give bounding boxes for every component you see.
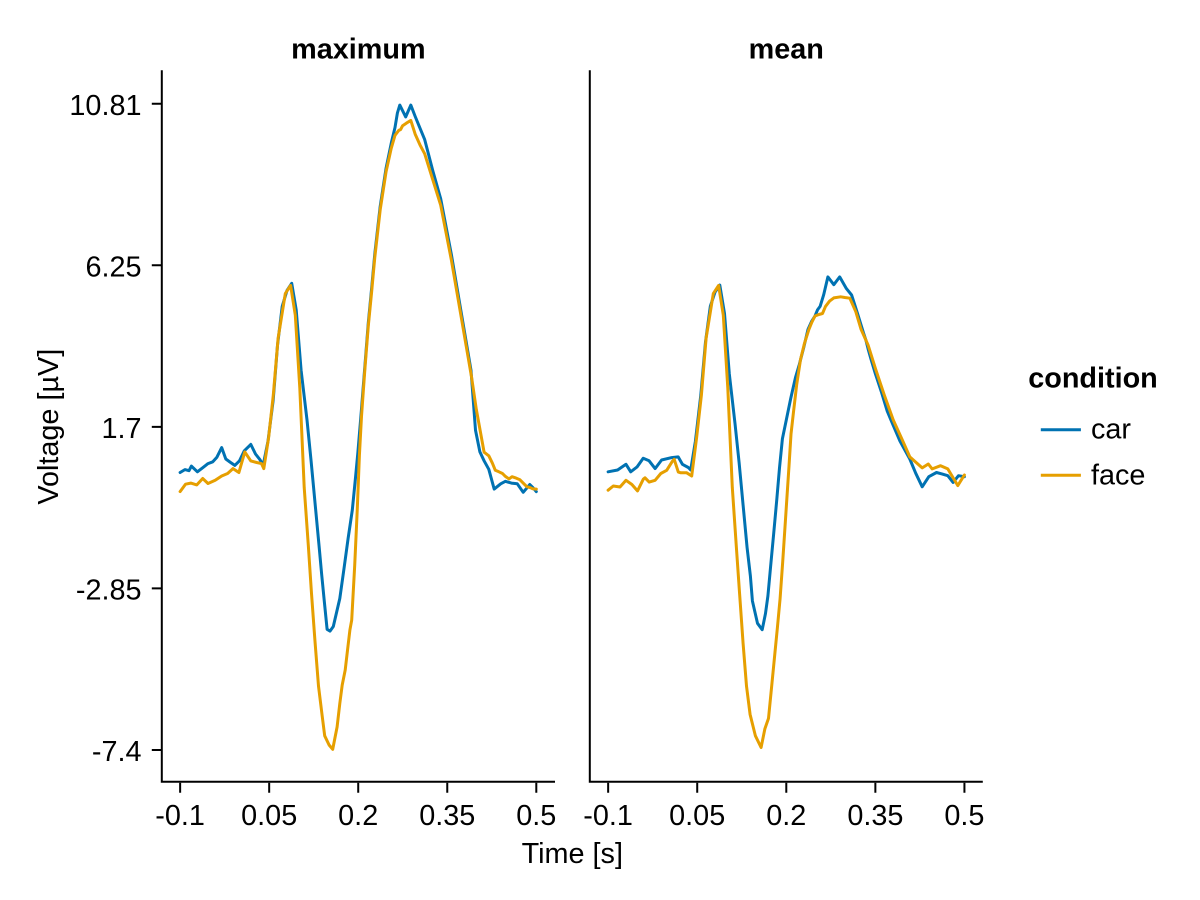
svg-text:Time [s]: Time [s] (522, 838, 623, 870)
svg-text:0.05: 0.05 (241, 800, 297, 832)
svg-text:condition: condition (1028, 362, 1158, 394)
svg-text:mean: mean (749, 33, 824, 65)
svg-text:1.7: 1.7 (101, 413, 141, 445)
svg-text:0.2: 0.2 (766, 800, 806, 832)
svg-text:10.81: 10.81 (69, 90, 141, 122)
svg-text:-0.1: -0.1 (583, 800, 633, 832)
svg-text:face: face (1091, 460, 1145, 492)
svg-text:maximum: maximum (291, 33, 425, 65)
svg-text:6.25: 6.25 (85, 251, 141, 283)
svg-text:car: car (1091, 414, 1131, 446)
svg-text:0.35: 0.35 (419, 800, 475, 832)
svg-text:-7.4: -7.4 (92, 736, 142, 768)
svg-text:0.2: 0.2 (338, 800, 378, 832)
svg-text:Voltage [µV]: Voltage [µV] (33, 349, 65, 505)
svg-text:0.5: 0.5 (944, 800, 984, 832)
svg-text:0.5: 0.5 (516, 800, 556, 832)
svg-text:0.35: 0.35 (847, 800, 903, 832)
svg-text:-2.85: -2.85 (76, 575, 142, 607)
svg-text:0.05: 0.05 (669, 800, 725, 832)
svg-text:-0.1: -0.1 (155, 800, 205, 832)
